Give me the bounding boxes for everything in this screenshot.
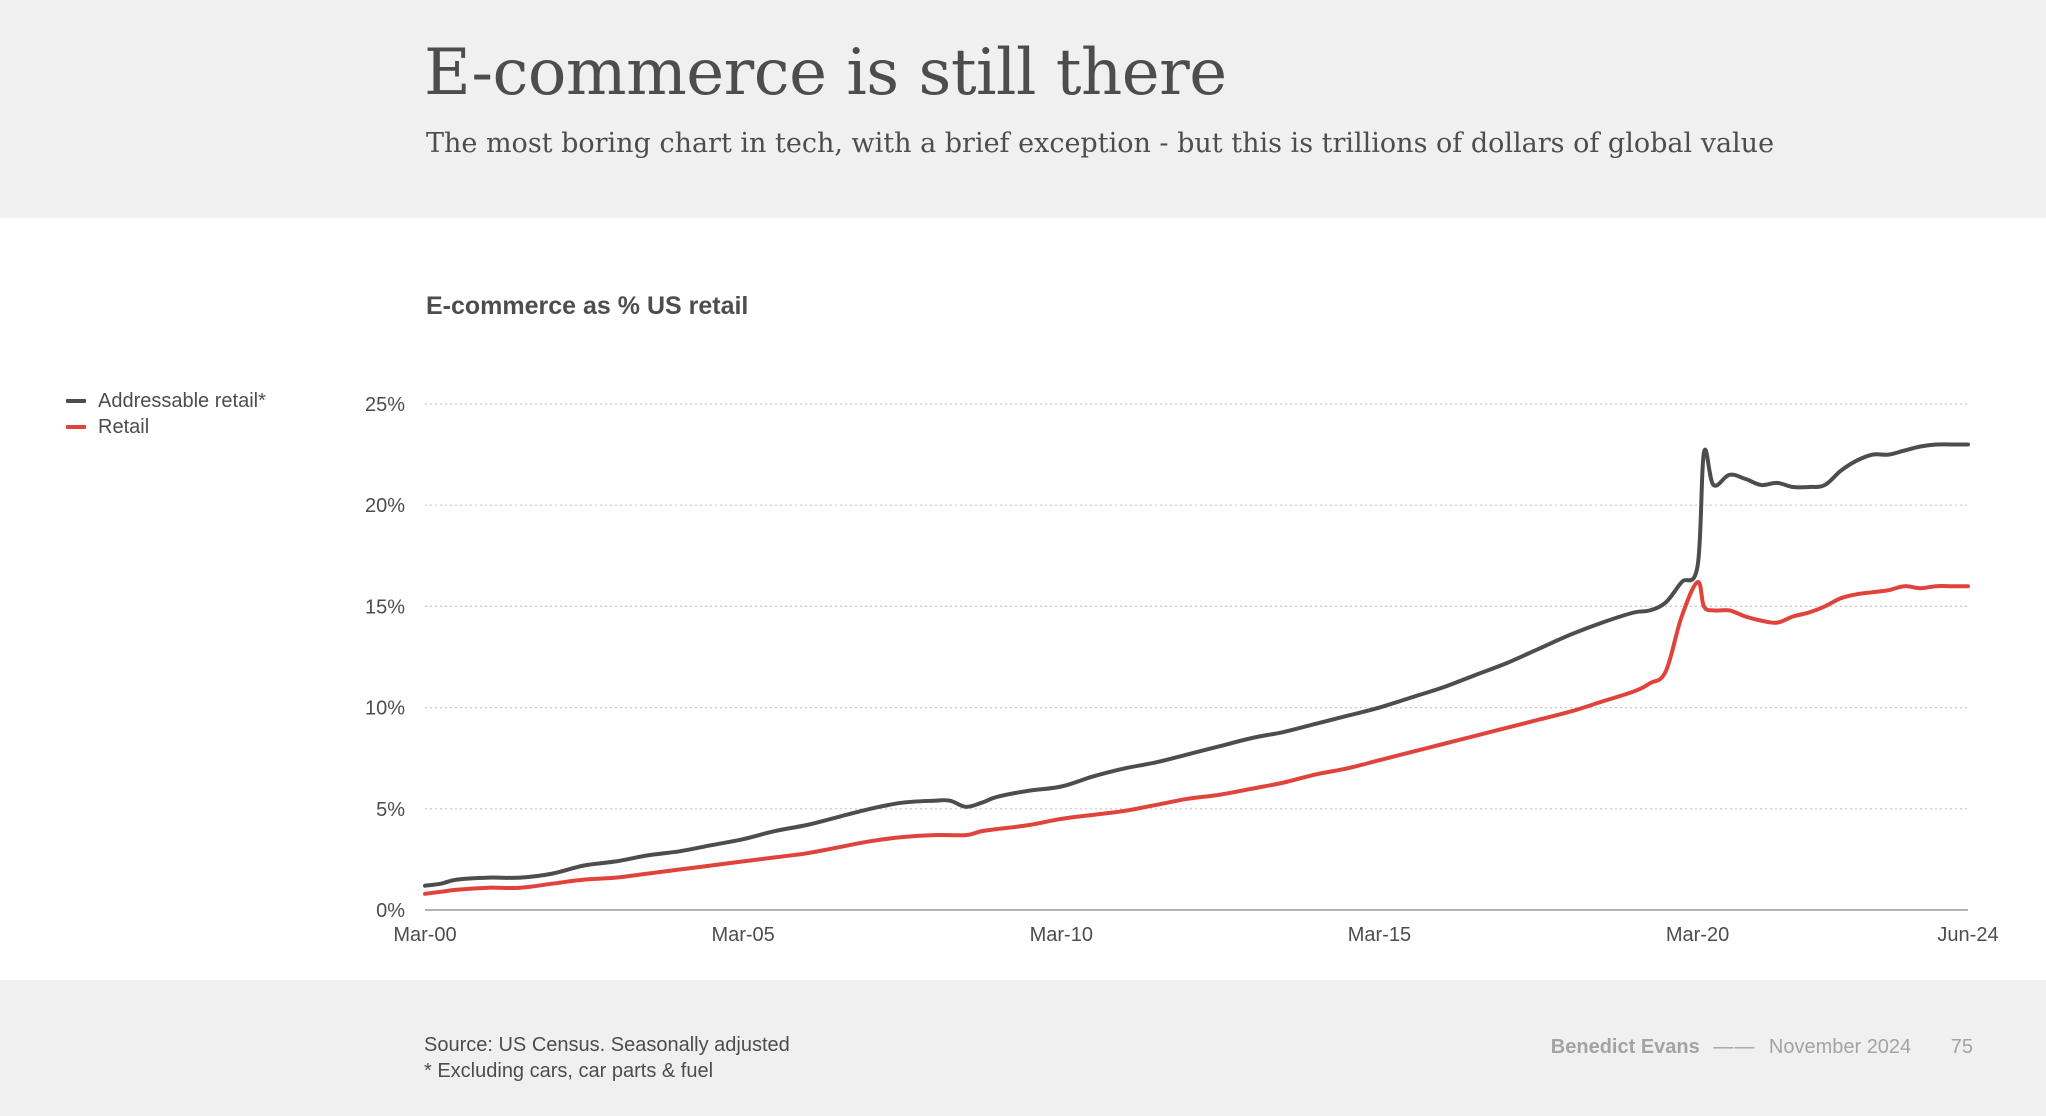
legend-item-addressable: Addressable retail* (66, 388, 266, 414)
author-name: Benedict Evans (1550, 1036, 1700, 1058)
presentation-date: November 2024 (1768, 1036, 1912, 1058)
y-tick-label: 10% (365, 698, 405, 720)
chart-legend: Addressable retail* Retail (66, 388, 266, 440)
y-tick-label: 5% (376, 799, 405, 821)
source-note: Source: US Census. Seasonally adjusted *… (424, 1032, 790, 1084)
source-line: Source: US Census. Seasonally adjusted (424, 1034, 790, 1056)
legend-swatch-addressable (66, 399, 86, 403)
footnote-line: * Excluding cars, car parts & fuel (424, 1060, 714, 1082)
x-tick-label: Mar-20 (1666, 924, 1729, 946)
line-chart: 0% 5% 10% 15% 20% 25% Mar-00 Mar-05 Mar-10 Mar-15… (365, 394, 1999, 946)
x-tick-label: Jun-24 (1937, 924, 1998, 946)
x-tick-label: Mar-00 (393, 924, 456, 946)
series-line-addressable-retail (423, 442, 1970, 888)
x-tick-label: Mar-15 (1348, 924, 1411, 946)
series-line-retail (423, 580, 1970, 896)
y-tick-label: 0% (376, 900, 405, 922)
chart-title: E-commerce as % US retail (426, 292, 749, 320)
x-tick-label: Mar-05 (711, 924, 774, 946)
slide-subtitle: The most boring chart in tech, with a br… (426, 128, 1775, 159)
credit-separator: —— (1713, 1036, 1756, 1058)
y-tick-label: 20% (365, 495, 405, 517)
legend-label-addressable: Addressable retail* (98, 389, 266, 412)
slide-footer: Source: US Census. Seasonally adjusted *… (0, 980, 2046, 1116)
slide-title: E-commerce is still there (424, 36, 1227, 110)
page-number: 75 (1950, 1036, 1973, 1058)
legend-swatch-retail (66, 425, 86, 429)
x-tick-label: Mar-10 (1030, 924, 1093, 946)
credit: Benedict Evans —— November 2024 75 (1551, 1036, 1973, 1059)
legend-label-retail: Retail (98, 415, 150, 438)
legend-item-retail: Retail (66, 414, 266, 440)
y-tick-label: 15% (365, 596, 405, 618)
slide-header: E-commerce is still there The most borin… (0, 0, 2046, 218)
y-tick-label: 25% (365, 394, 405, 416)
